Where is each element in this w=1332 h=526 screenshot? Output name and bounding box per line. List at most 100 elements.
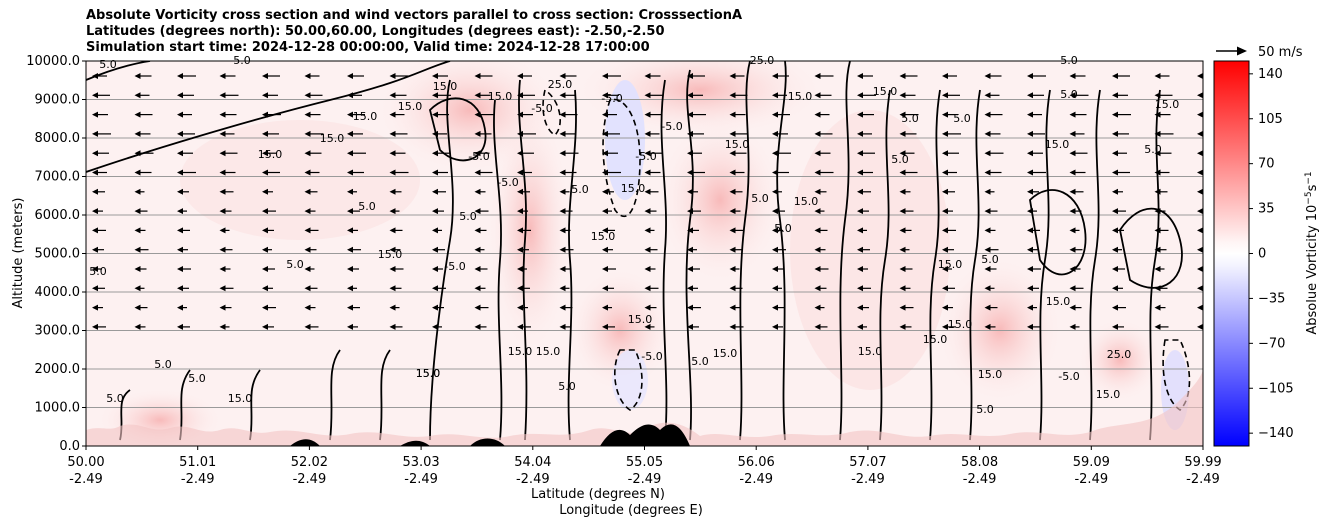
wind-arrow <box>177 92 194 99</box>
contour-label: -5.0 <box>641 350 662 363</box>
contour-label: 5.0 <box>558 380 576 393</box>
x-axis-label-longitude: Longitude (degrees E) <box>559 503 703 518</box>
wind-arrow <box>1069 304 1082 311</box>
wind-arrow <box>1112 208 1126 215</box>
contour-label: 15.0 <box>1155 98 1180 111</box>
x-tick-label-longitude: -2.49 <box>628 472 662 487</box>
wind-arrow <box>857 304 869 311</box>
contour-label: 15.0 <box>621 182 646 195</box>
wind-arrow <box>559 227 571 234</box>
wind-arrow <box>304 323 319 330</box>
wind-arrow <box>942 188 955 195</box>
wind-arrow <box>1154 246 1167 253</box>
contour-label: 15.0 <box>433 80 458 93</box>
wind-arrow <box>1027 266 1041 272</box>
y-tick-label: 0.0 <box>59 439 80 454</box>
chart-title: Absolute Vorticity cross section and win… <box>86 8 742 56</box>
wind-arrow <box>772 227 783 234</box>
wind-arrow <box>559 169 577 176</box>
wind-arrow <box>304 208 316 215</box>
wind-arrow <box>559 208 573 215</box>
contour-label: 5.0 <box>751 192 769 205</box>
wind-arrow <box>729 227 744 234</box>
wind-arrow <box>92 304 103 311</box>
contour-label: 15.0 <box>488 90 513 103</box>
wind-arrow <box>517 208 528 215</box>
wind-arrow <box>1027 227 1040 234</box>
wind-arrow <box>1069 227 1080 234</box>
wind-arrow <box>984 208 998 215</box>
contour-label: 5.0 <box>891 153 909 166</box>
wind-arrow <box>347 169 364 176</box>
wind-arrow <box>262 208 276 215</box>
contour-label: -5.0 <box>468 150 489 163</box>
wind-arrow <box>1197 73 1203 79</box>
contour-label: 5.0 <box>154 358 172 371</box>
wind-arrow <box>92 73 107 79</box>
wind-arrow <box>899 73 918 79</box>
wind-arrow <box>347 266 359 272</box>
wind-arrow <box>729 130 749 137</box>
wind-arrow <box>1112 323 1124 330</box>
contour-label: 5.0 <box>286 258 304 271</box>
wind-arrow <box>92 227 106 234</box>
wind-arrow <box>474 169 493 176</box>
wind-arrow <box>602 92 619 99</box>
contour-label: 5.0 <box>774 222 792 235</box>
colorbar-label-unit-exp: −1 <box>1304 171 1314 184</box>
contour-label: -5.0 <box>444 260 465 273</box>
wind-arrow <box>1027 169 1046 176</box>
wind-arrow <box>517 92 535 99</box>
contour-label: -5.0 <box>531 102 552 115</box>
wind-arrow <box>772 150 791 157</box>
wind-arrow <box>1027 208 1037 215</box>
wind-arrow <box>432 188 446 195</box>
wind-arrow <box>134 246 149 253</box>
wind-arrow <box>134 130 151 137</box>
colorbar-tick-label: 35 <box>1258 202 1275 217</box>
wind-arrow <box>432 323 442 330</box>
wind-arrow <box>857 169 873 176</box>
wind-arrow <box>857 130 872 137</box>
wind-arrow <box>474 92 491 99</box>
wind-arrow <box>432 227 442 234</box>
wind-arrow <box>602 150 618 157</box>
wind-arrow <box>1154 208 1166 215</box>
wind-arrow <box>517 130 536 137</box>
wind-arrow <box>92 111 108 118</box>
contour-label: 25.0 <box>548 78 573 91</box>
wind-arrow <box>474 188 486 195</box>
wind-arrow <box>1069 150 1088 157</box>
wind-arrow <box>1027 150 1043 157</box>
wind-arrow <box>1112 150 1127 157</box>
wind-arrow <box>984 246 999 253</box>
wind-arrow <box>1069 246 1083 253</box>
wind-arrow <box>347 208 360 215</box>
wind-arrow <box>1027 130 1045 137</box>
wind-arrow <box>814 266 829 272</box>
colorbar: 140 105 70 35 0 −35 −70 −105 −140 Absolue Vortic… <box>1213 60 1320 447</box>
wind-arrow <box>1154 266 1165 272</box>
wind-arrow <box>432 304 444 311</box>
wind-arrow <box>1027 188 1039 195</box>
wind-arrow <box>729 323 744 330</box>
colorbar-tick-label: −35 <box>1258 291 1285 306</box>
wind-arrow <box>559 111 578 118</box>
colorbar-label-exp: −5 <box>1304 191 1314 204</box>
wind-arrow <box>559 150 579 157</box>
wind-arrow <box>984 304 998 311</box>
x-tick-label-longitude: -2.49 <box>1074 472 1108 487</box>
wind-arrow <box>177 130 195 137</box>
wind-arrow <box>602 285 614 292</box>
wind-arrow <box>644 130 660 137</box>
wind-arrow <box>559 92 575 99</box>
wind-arrow <box>644 285 659 292</box>
wind-arrow <box>559 285 570 292</box>
contour-label: -5.0 <box>635 150 656 163</box>
wind-arrow <box>177 111 192 118</box>
wind-arrow <box>474 150 490 157</box>
colorbar-label-unit: s <box>1305 184 1320 191</box>
wind-arrow <box>92 169 107 176</box>
x-axis-label-latitude: Latitude (degrees N) <box>531 487 665 502</box>
quiver-key: 50 m/s <box>1216 45 1303 60</box>
